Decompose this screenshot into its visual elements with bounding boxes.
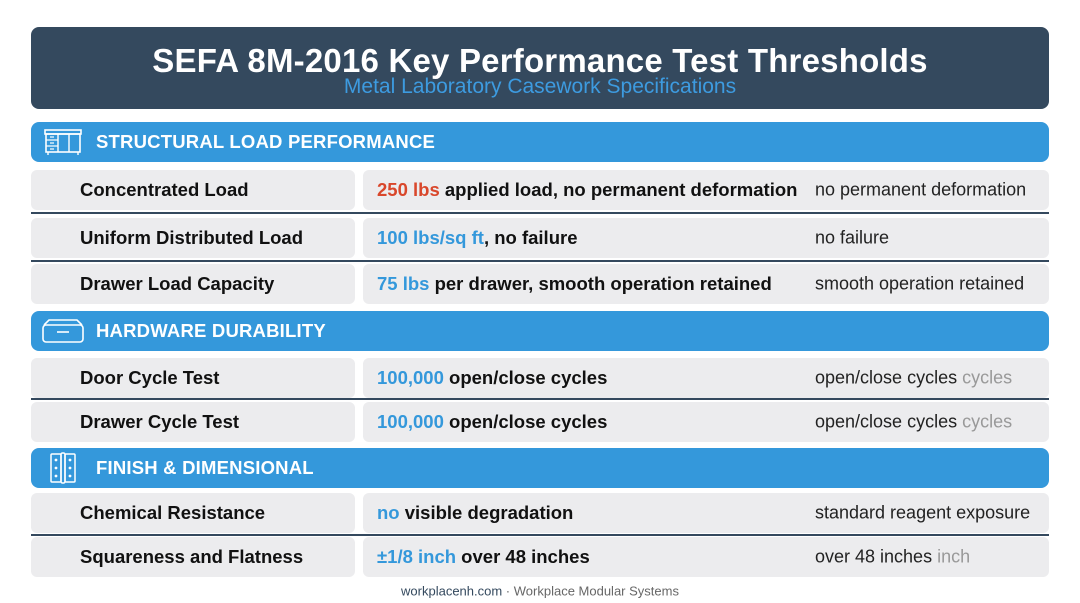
threshold-cell: 100,000 open/close cycles open/close cyc… xyxy=(363,402,1049,442)
threshold-cell: ±1/8 inch over 48 inches over 48 inches … xyxy=(363,537,1049,577)
threshold-note: smooth operation retained xyxy=(815,273,1025,294)
threshold-note: standard reagent exposure xyxy=(815,502,1031,523)
page-title: SEFA 8M-2016 Key Performance Test Thresh… xyxy=(152,42,928,79)
threshold-highlight: 100 lbs/sq ft xyxy=(377,227,484,248)
table-row: Chemical Resistance no visible degradati… xyxy=(31,493,1049,533)
page-subtitle: Metal Laboratory Casework Specifications xyxy=(343,75,737,98)
lab-cabinet-icon xyxy=(39,126,87,158)
threshold-text: per drawer, smooth operation retained xyxy=(429,273,772,294)
threshold-cell: 75 lbs per drawer, smooth operation reta… xyxy=(363,264,1049,304)
threshold-cell: 250 lbs applied load, no permanent defor… xyxy=(363,170,1049,210)
requirement-name: Concentrated Load xyxy=(80,179,249,200)
threshold-value: 75 lbs per drawer, smooth operation reta… xyxy=(377,273,772,295)
threshold-value: 250 lbs applied load, no permanent defor… xyxy=(377,179,797,201)
threshold-text: applied load, no permanent deformation xyxy=(439,179,798,200)
threshold-text: open/close cycles xyxy=(443,367,608,388)
threshold-note: over 48 inches inch xyxy=(815,546,971,567)
row-divider xyxy=(31,398,1049,400)
table-row: Door Cycle Test 100,000 open/close cycle… xyxy=(31,358,1049,398)
threshold-highlight: no xyxy=(377,502,400,523)
threshold-highlight: ±1/8 inch xyxy=(377,546,457,567)
requirement-name: Uniform Distributed Load xyxy=(80,227,304,248)
requirement-name: Squareness and Flatness xyxy=(80,546,304,567)
threshold-value: 100 lbs/sq ft, no failure xyxy=(377,227,577,249)
row-divider xyxy=(31,534,1049,536)
table-row: Uniform Distributed Load 100 lbs/sq ft, … xyxy=(31,218,1049,258)
requirement-cell: Uniform Distributed Load xyxy=(31,218,355,258)
hinge-icon xyxy=(39,452,87,484)
threshold-note: no failure xyxy=(815,227,890,248)
footer-company: Workplace Modular Systems xyxy=(513,583,679,599)
threshold-value: 100,000 open/close cycles xyxy=(377,367,607,389)
drawer-icon xyxy=(39,315,87,347)
threshold-note: open/close cycles cycles xyxy=(815,367,1013,388)
threshold-highlight: 75 lbs xyxy=(377,273,430,294)
threshold-highlight: 100,000 xyxy=(377,411,444,432)
requirement-cell: Door Cycle Test xyxy=(31,358,355,398)
table-row: Drawer Cycle Test 100,000 open/close cyc… xyxy=(31,402,1049,442)
row-divider xyxy=(31,260,1049,262)
threshold-note: no permanent deformation xyxy=(815,179,1027,200)
threshold-text: over 48 inches xyxy=(456,546,590,567)
requirement-cell: Squareness and Flatness xyxy=(31,537,355,577)
requirement-cell: Drawer Load Capacity xyxy=(31,264,355,304)
section-header-hardware: HARDWARE DURABILITY xyxy=(31,311,1049,351)
requirement-name: Chemical Resistance xyxy=(80,502,266,523)
table-row: Concentrated Load 250 lbs applied load, … xyxy=(31,170,1049,210)
threshold-text: open/close cycles xyxy=(443,411,608,432)
row-divider xyxy=(31,212,1049,214)
threshold-note: open/close cycles cycles xyxy=(815,411,1013,432)
section-header-finish: FINISH & DIMENSIONAL xyxy=(31,448,1049,488)
threshold-cell: 100 lbs/sq ft, no failure no failure xyxy=(363,218,1049,258)
section-label: FINISH & DIMENSIONAL xyxy=(96,457,314,478)
requirement-cell: Chemical Resistance xyxy=(31,493,355,533)
threshold-highlight: 100,000 xyxy=(377,367,444,388)
section-label: STRUCTURAL LOAD PERFORMANCE xyxy=(96,131,436,152)
threshold-value: 100,000 open/close cycles xyxy=(377,411,607,433)
threshold-cell: no visible degradation standard reagent … xyxy=(363,493,1049,533)
threshold-text: visible degradation xyxy=(399,502,574,523)
table-row: Squareness and Flatness ±1/8 inch over 4… xyxy=(31,537,1049,577)
threshold-cell: 100,000 open/close cycles open/close cyc… xyxy=(363,358,1049,398)
requirement-cell: Drawer Cycle Test xyxy=(31,402,355,442)
requirement-name: Door Cycle Test xyxy=(80,367,220,388)
threshold-highlight: 250 lbs xyxy=(377,179,440,200)
table-row: Drawer Load Capacity 75 lbs per drawer, … xyxy=(31,264,1049,304)
footer-site-link[interactable]: workplacenh.com xyxy=(401,583,503,599)
section-label: HARDWARE DURABILITY xyxy=(96,320,326,341)
threshold-value: ±1/8 inch over 48 inches xyxy=(377,546,590,568)
threshold-value: no visible degradation xyxy=(377,502,573,524)
threshold-text: , no failure xyxy=(483,227,578,248)
requirement-name: Drawer Cycle Test xyxy=(80,411,240,432)
requirement-name: Drawer Load Capacity xyxy=(80,273,275,294)
requirement-cell: Concentrated Load xyxy=(31,170,355,210)
footer-separator: · xyxy=(502,583,514,599)
header-banner: SEFA 8M-2016 Key Performance Test Thresh… xyxy=(31,27,1049,109)
footer: workplacenh.com · Workplace Modular Syst… xyxy=(0,584,1080,599)
section-header-structural: STRUCTURAL LOAD PERFORMANCE xyxy=(31,122,1049,162)
